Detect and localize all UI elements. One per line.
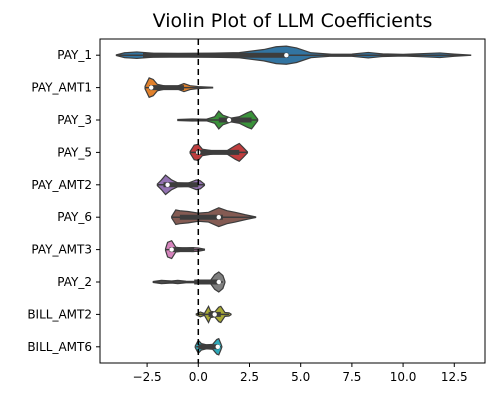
x-tick-label: 7.5 (342, 370, 361, 384)
y-tick-label: PAY_AMT1 (31, 81, 92, 95)
x-tick-label: 12.5 (441, 370, 468, 384)
median-dot-BILL_AMT2 (212, 312, 217, 317)
axes-frame (99, 38, 486, 364)
y-tick-label: PAY_5 (57, 145, 92, 159)
median-dot-PAY_1 (284, 53, 289, 58)
y-tick-label: BILL_AMT6 (27, 340, 92, 354)
chart-title: Violin Plot of LLM Coefficients (152, 10, 433, 32)
x-tick-label: 2.5 (240, 370, 259, 384)
y-tick-label: PAY_1 (57, 48, 92, 62)
axes-layer: −2.5 0.0 2.5 5.0 7.5 10.0 12.5 PAY_1 PAY_AMT1 PAY… (27, 38, 486, 384)
x-tick-label: −2.5 (133, 370, 162, 384)
y-tick-label: PAY_AMT2 (31, 178, 92, 192)
x-tick-label: 10.0 (390, 370, 417, 384)
median-dot-PAY_AMT3 (169, 247, 174, 252)
y-tick-label: BILL_AMT2 (27, 307, 92, 321)
median-dot-PAY_AMT1 (148, 85, 154, 90)
median-dot-BILL_AMT6 (215, 344, 220, 349)
y-tick-label: PAY_6 (57, 210, 92, 224)
y-tick-label: PAY_AMT3 (31, 243, 92, 257)
x-tick-label: 0.0 (189, 370, 208, 384)
y-tick-label: PAY_3 (57, 113, 92, 127)
median-dot-PAY_6 (216, 215, 221, 220)
median-dot-PAY_AMT2 (165, 182, 170, 187)
x-tick-label: 5.0 (291, 370, 310, 384)
y-tick-label: PAY_2 (57, 275, 92, 289)
median-dot-PAY_3 (226, 117, 232, 123)
median-dot-PAY_2 (216, 279, 221, 285)
violins-layer (115, 45, 472, 356)
